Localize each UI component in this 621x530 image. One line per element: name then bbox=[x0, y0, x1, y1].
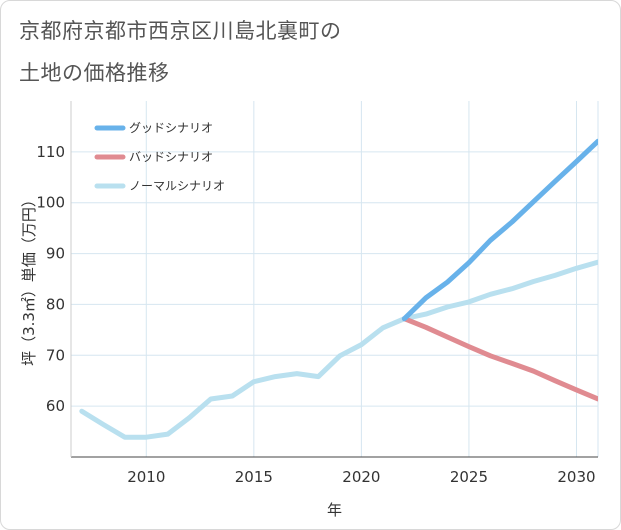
legend-label: ノーマルシナリオ bbox=[129, 179, 225, 193]
legend-label: バッドシナリオ bbox=[129, 150, 213, 164]
y-tick-label: 90 bbox=[46, 245, 65, 263]
x-tick-label: 2025 bbox=[450, 468, 488, 486]
chart-title-line-1: 京都府京都市西京区川島北裏町の bbox=[19, 19, 342, 43]
axes bbox=[70, 101, 598, 458]
tick-labels: 60 70 80 90 100 110 2010 2015 2020 2025 2030 bbox=[36, 143, 595, 486]
y-tick-label: 70 bbox=[46, 346, 65, 364]
legend-label: グッドシナリオ bbox=[129, 121, 213, 135]
series-line-0 bbox=[401, 138, 598, 322]
x-tick-label: 2015 bbox=[235, 468, 273, 486]
y-axis-title: 坪（3.3㎡）単価（万円） bbox=[20, 192, 38, 366]
y-tick-label: 80 bbox=[46, 295, 65, 313]
series-line-1 bbox=[401, 316, 598, 402]
y-tick-label: 100 bbox=[36, 194, 65, 212]
series-lines bbox=[79, 138, 598, 440]
x-axis-title: 年 bbox=[327, 501, 342, 519]
chart-title-line-2: 土地の価格推移 bbox=[19, 61, 170, 85]
x-tick-label: 2030 bbox=[557, 468, 595, 486]
y-tick-label: 110 bbox=[36, 143, 65, 161]
x-tick-label: 2020 bbox=[342, 468, 380, 486]
series-line-2 bbox=[79, 259, 598, 440]
grid bbox=[71, 101, 599, 457]
x-tick-label: 2010 bbox=[127, 468, 165, 486]
y-tick-label: 60 bbox=[46, 397, 65, 415]
